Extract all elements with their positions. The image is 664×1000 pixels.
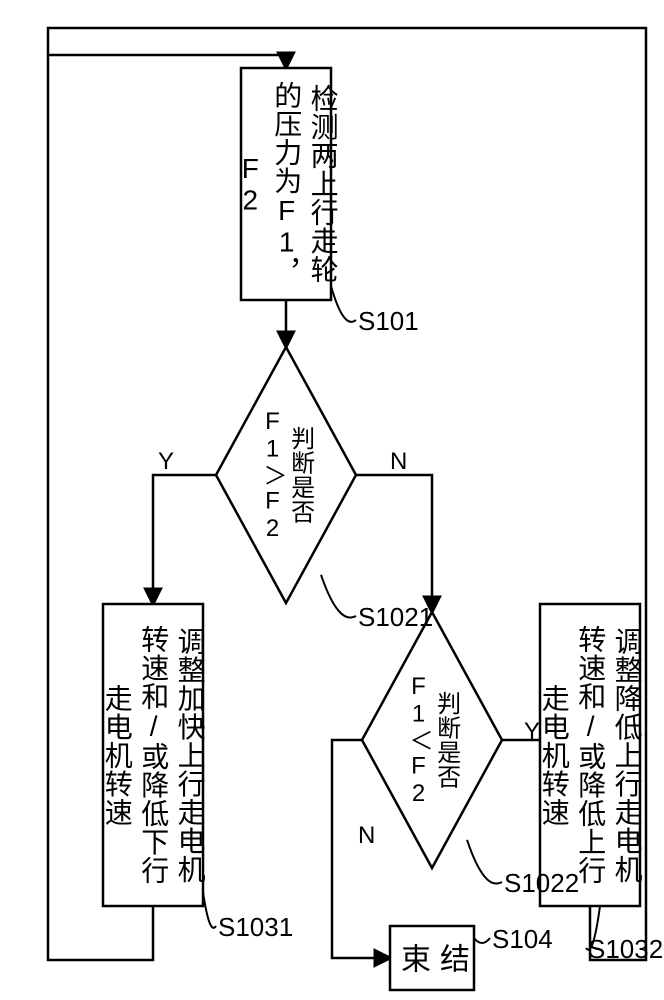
node-s1032: 调整降低上行走电机转速和/或降低上行走电机转速 xyxy=(540,604,640,906)
yn-N2: N xyxy=(358,822,375,850)
label-s101: S101 xyxy=(358,306,419,337)
node-s104: 结束 xyxy=(390,926,474,990)
flowchart-canvas: 检测两上行走轮的压力为F1，F2S101判断是否 F1＞F2S1021判断是否 … xyxy=(0,0,664,1000)
node-s1031: 调整加快上行走电机转速和/或降低下行走电机转速 xyxy=(103,604,203,906)
node-d1022: 判断是否 F1＜F2 xyxy=(385,628,480,852)
label-s1031: S1031 xyxy=(218,912,293,943)
node-d1021: 判断是否 F1＞F2 xyxy=(239,363,334,587)
yn-N1: N xyxy=(390,448,407,476)
label-s104: S104 xyxy=(492,924,553,955)
node-s101: 检测两上行走轮的压力为F1，F2 xyxy=(241,68,331,300)
yn-Y2: Y xyxy=(524,718,540,746)
label-s1032: S1032 xyxy=(588,934,663,965)
yn-Y1: Y xyxy=(158,448,174,476)
